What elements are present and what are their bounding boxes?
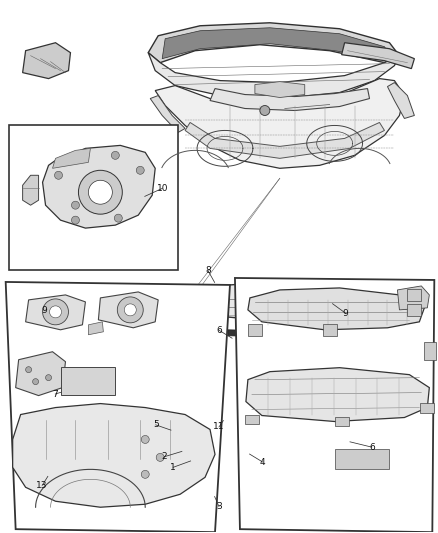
Polygon shape xyxy=(246,368,429,422)
Circle shape xyxy=(114,214,122,222)
Text: 9: 9 xyxy=(343,309,349,318)
Polygon shape xyxy=(148,23,399,63)
Circle shape xyxy=(141,435,149,443)
Polygon shape xyxy=(210,88,370,110)
Polygon shape xyxy=(342,43,414,69)
Text: 2: 2 xyxy=(162,452,167,461)
Text: 7: 7 xyxy=(53,390,58,399)
Polygon shape xyxy=(155,78,404,168)
Bar xyxy=(335,416,349,426)
Bar xyxy=(424,342,436,360)
Circle shape xyxy=(141,470,149,478)
Polygon shape xyxy=(248,288,424,330)
Text: 6: 6 xyxy=(216,326,222,335)
Polygon shape xyxy=(228,330,312,338)
Bar xyxy=(245,415,259,424)
Polygon shape xyxy=(192,280,395,322)
Bar xyxy=(323,324,337,336)
Polygon shape xyxy=(16,352,66,395)
Circle shape xyxy=(54,171,63,179)
Polygon shape xyxy=(42,146,155,228)
Bar xyxy=(407,289,421,301)
Polygon shape xyxy=(13,403,215,507)
Bar xyxy=(420,402,434,413)
Text: 9: 9 xyxy=(42,305,47,314)
Text: 3: 3 xyxy=(216,502,222,511)
Text: 4: 4 xyxy=(260,457,265,466)
Text: 1: 1 xyxy=(170,463,176,472)
Polygon shape xyxy=(53,148,90,168)
Bar xyxy=(407,304,421,316)
Polygon shape xyxy=(23,43,71,78)
Circle shape xyxy=(71,201,79,209)
Circle shape xyxy=(88,180,112,204)
Polygon shape xyxy=(388,83,414,118)
Bar xyxy=(60,367,115,394)
Polygon shape xyxy=(162,28,389,59)
Circle shape xyxy=(32,378,39,385)
Circle shape xyxy=(136,166,144,174)
Text: 13: 13 xyxy=(36,481,48,490)
Polygon shape xyxy=(185,123,385,158)
Circle shape xyxy=(124,304,136,316)
Polygon shape xyxy=(397,286,429,310)
Polygon shape xyxy=(88,322,103,335)
Circle shape xyxy=(111,151,119,159)
Polygon shape xyxy=(255,82,305,98)
Polygon shape xyxy=(235,278,434,532)
Polygon shape xyxy=(99,292,158,328)
Bar xyxy=(335,449,389,470)
Circle shape xyxy=(156,454,164,462)
Polygon shape xyxy=(23,175,39,205)
Text: 11: 11 xyxy=(213,423,225,431)
Bar xyxy=(248,324,262,336)
Circle shape xyxy=(117,297,143,323)
Text: 6: 6 xyxy=(369,442,374,451)
Circle shape xyxy=(49,306,61,318)
Circle shape xyxy=(42,299,68,325)
Circle shape xyxy=(25,367,32,373)
Polygon shape xyxy=(6,282,230,532)
Text: 10: 10 xyxy=(156,184,168,193)
Circle shape xyxy=(71,216,79,224)
Polygon shape xyxy=(148,53,399,99)
Bar xyxy=(9,125,178,270)
Text: 5: 5 xyxy=(153,421,159,429)
Polygon shape xyxy=(150,95,185,132)
Circle shape xyxy=(78,171,122,214)
Polygon shape xyxy=(25,295,85,330)
Circle shape xyxy=(260,106,270,116)
Text: 8: 8 xyxy=(205,266,211,275)
Circle shape xyxy=(46,375,52,381)
